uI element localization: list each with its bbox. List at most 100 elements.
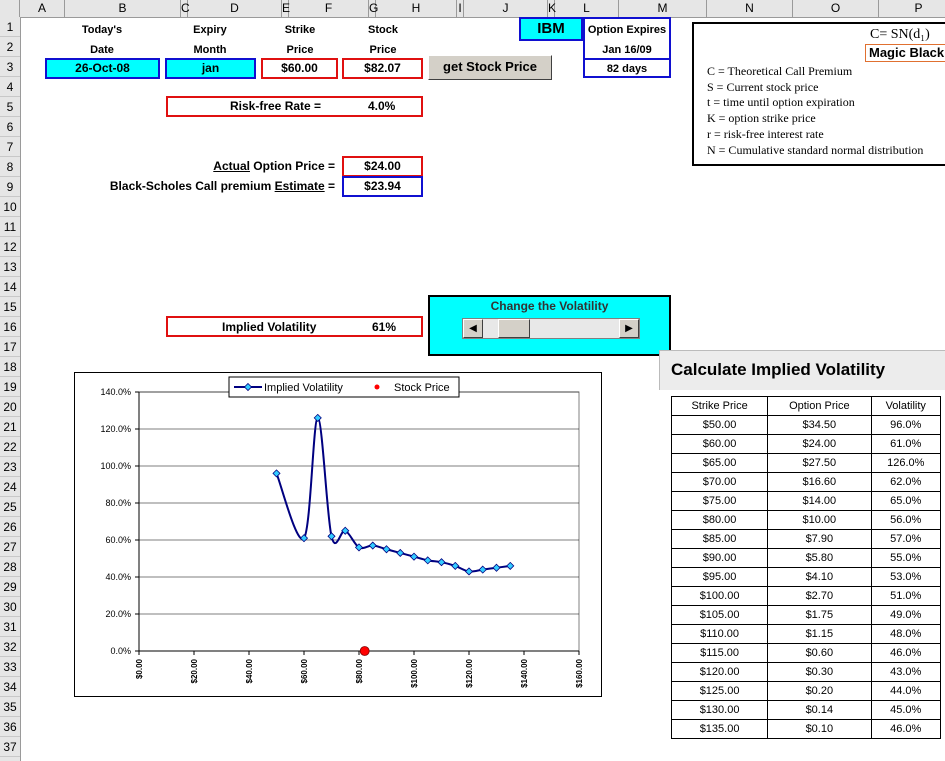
table-cell[interactable]: $0.30 bbox=[767, 662, 872, 682]
row-header-28[interactable]: 28 bbox=[0, 557, 20, 577]
row-header-15[interactable]: 15 bbox=[0, 297, 20, 317]
column-header-b[interactable]: B bbox=[65, 0, 181, 17]
row-header-1[interactable]: 1 bbox=[0, 17, 20, 37]
table-cell[interactable]: $0.20 bbox=[767, 681, 872, 701]
row-header-4[interactable]: 4 bbox=[0, 77, 20, 97]
column-header-d[interactable]: D bbox=[188, 0, 282, 17]
table-cell[interactable]: 46.0% bbox=[870, 643, 941, 663]
table-cell[interactable]: $120.00 bbox=[670, 662, 769, 682]
column-header-o[interactable]: O bbox=[793, 0, 879, 17]
table-cell[interactable]: $130.00 bbox=[670, 700, 769, 720]
row-header-35[interactable]: 35 bbox=[0, 697, 20, 717]
table-cell[interactable]: 62.0% bbox=[870, 472, 941, 492]
row-header-27[interactable]: 27 bbox=[0, 537, 20, 557]
stock-price-cell[interactable]: $82.07 bbox=[342, 58, 423, 79]
table-cell[interactable]: $2.70 bbox=[767, 586, 872, 606]
risk-free-value[interactable]: 4.0% bbox=[368, 99, 396, 113]
column-header-h[interactable]: H bbox=[376, 0, 457, 17]
row-header-32[interactable]: 32 bbox=[0, 637, 20, 657]
row-header-6[interactable]: 6 bbox=[0, 117, 20, 137]
table-cell[interactable]: 46.0% bbox=[870, 719, 941, 739]
row-header-9[interactable]: 9 bbox=[0, 177, 20, 197]
table-cell[interactable]: $115.00 bbox=[670, 643, 769, 663]
table-cell[interactable]: $24.00 bbox=[767, 434, 872, 454]
table-cell[interactable]: 51.0% bbox=[870, 586, 941, 606]
table-cell[interactable]: $75.00 bbox=[670, 491, 769, 511]
row-header-30[interactable]: 30 bbox=[0, 597, 20, 617]
table-cell[interactable]: $60.00 bbox=[670, 434, 769, 454]
column-header-i[interactable]: I bbox=[457, 0, 464, 17]
column-header-m[interactable]: M bbox=[619, 0, 707, 17]
table-cell[interactable]: 43.0% bbox=[870, 662, 941, 682]
scroll-left-arrow[interactable]: ◀ bbox=[463, 319, 483, 338]
table-cell[interactable]: 126.0% bbox=[870, 453, 941, 473]
table-cell[interactable]: $110.00 bbox=[670, 624, 769, 644]
scroll-thumb[interactable] bbox=[497, 319, 530, 338]
table-cell[interactable]: 56.0% bbox=[870, 510, 941, 530]
table-cell[interactable]: 48.0% bbox=[870, 624, 941, 644]
column-header-a[interactable]: A bbox=[20, 0, 65, 17]
row-header-16[interactable]: 16 bbox=[0, 317, 20, 337]
row-header-14[interactable]: 14 bbox=[0, 277, 20, 297]
column-header-j[interactable]: J bbox=[464, 0, 548, 17]
row-header-20[interactable]: 20 bbox=[0, 397, 20, 417]
column-header-p[interactable]: P bbox=[879, 0, 945, 17]
row-header-26[interactable]: 26 bbox=[0, 517, 20, 537]
table-cell[interactable]: 55.0% bbox=[870, 548, 941, 568]
table-cell[interactable]: 65.0% bbox=[870, 491, 941, 511]
row-header-10[interactable]: 10 bbox=[0, 197, 20, 217]
row-header-13[interactable]: 13 bbox=[0, 257, 20, 277]
row-header-23[interactable]: 23 bbox=[0, 457, 20, 477]
table-cell[interactable]: 57.0% bbox=[870, 529, 941, 549]
row-header-5[interactable]: 5 bbox=[0, 97, 20, 117]
table-cell[interactable]: $16.60 bbox=[767, 472, 872, 492]
table-cell[interactable]: 49.0% bbox=[870, 605, 941, 625]
row-header-3[interactable]: 3 bbox=[0, 57, 20, 77]
actual-option-price-cell[interactable]: $24.00 bbox=[342, 156, 423, 177]
table-cell[interactable]: $27.50 bbox=[767, 453, 872, 473]
table-cell[interactable]: $70.00 bbox=[670, 472, 769, 492]
row-header-36[interactable]: 36 bbox=[0, 717, 20, 737]
select-all-corner[interactable] bbox=[0, 0, 20, 17]
row-header-21[interactable]: 21 bbox=[0, 417, 20, 437]
table-cell[interactable]: 61.0% bbox=[870, 434, 941, 454]
row-header-7[interactable]: 7 bbox=[0, 137, 20, 157]
table-cell[interactable]: $10.00 bbox=[767, 510, 872, 530]
row-header-12[interactable]: 12 bbox=[0, 237, 20, 257]
row-header-37[interactable]: 37 bbox=[0, 737, 20, 757]
table-cell[interactable]: $1.75 bbox=[767, 605, 872, 625]
table-cell[interactable]: $0.60 bbox=[767, 643, 872, 663]
row-header-25[interactable]: 25 bbox=[0, 497, 20, 517]
expiry-month-cell[interactable]: jan bbox=[165, 58, 256, 79]
table-cell[interactable]: $80.00 bbox=[670, 510, 769, 530]
table-cell[interactable]: 96.0% bbox=[870, 415, 941, 435]
volatility-scrollbar[interactable]: ◀ ▶ bbox=[462, 318, 640, 339]
table-cell[interactable]: $0.14 bbox=[767, 700, 872, 720]
row-header-17[interactable]: 17 bbox=[0, 337, 20, 357]
table-cell[interactable]: $7.90 bbox=[767, 529, 872, 549]
today-date-cell[interactable]: 26-Oct-08 bbox=[45, 58, 160, 79]
get-stock-price-button[interactable]: get Stock Price bbox=[428, 55, 552, 80]
table-cell[interactable]: $65.00 bbox=[670, 453, 769, 473]
column-header-k[interactable]: K bbox=[548, 0, 557, 17]
table-cell[interactable]: $34.50 bbox=[767, 415, 872, 435]
strike-price-cell[interactable]: $60.00 bbox=[261, 58, 338, 79]
table-cell[interactable]: $95.00 bbox=[670, 567, 769, 587]
table-cell[interactable]: 44.0% bbox=[870, 681, 941, 701]
column-header-n[interactable]: N bbox=[707, 0, 793, 17]
column-header-c[interactable]: C bbox=[181, 0, 190, 17]
row-header-18[interactable]: 18 bbox=[0, 357, 20, 377]
row-header-24[interactable]: 24 bbox=[0, 477, 20, 497]
table-cell[interactable]: $105.00 bbox=[670, 605, 769, 625]
table-cell[interactable]: $85.00 bbox=[670, 529, 769, 549]
table-cell[interactable]: $125.00 bbox=[670, 681, 769, 701]
table-cell[interactable]: $4.10 bbox=[767, 567, 872, 587]
table-cell[interactable]: $14.00 bbox=[767, 491, 872, 511]
table-cell[interactable]: 53.0% bbox=[870, 567, 941, 587]
row-header-31[interactable]: 31 bbox=[0, 617, 20, 637]
table-cell[interactable]: 45.0% bbox=[870, 700, 941, 720]
row-header-22[interactable]: 22 bbox=[0, 437, 20, 457]
column-header-l[interactable]: L bbox=[555, 0, 619, 17]
row-header-29[interactable]: 29 bbox=[0, 577, 20, 597]
table-cell[interactable]: $5.80 bbox=[767, 548, 872, 568]
